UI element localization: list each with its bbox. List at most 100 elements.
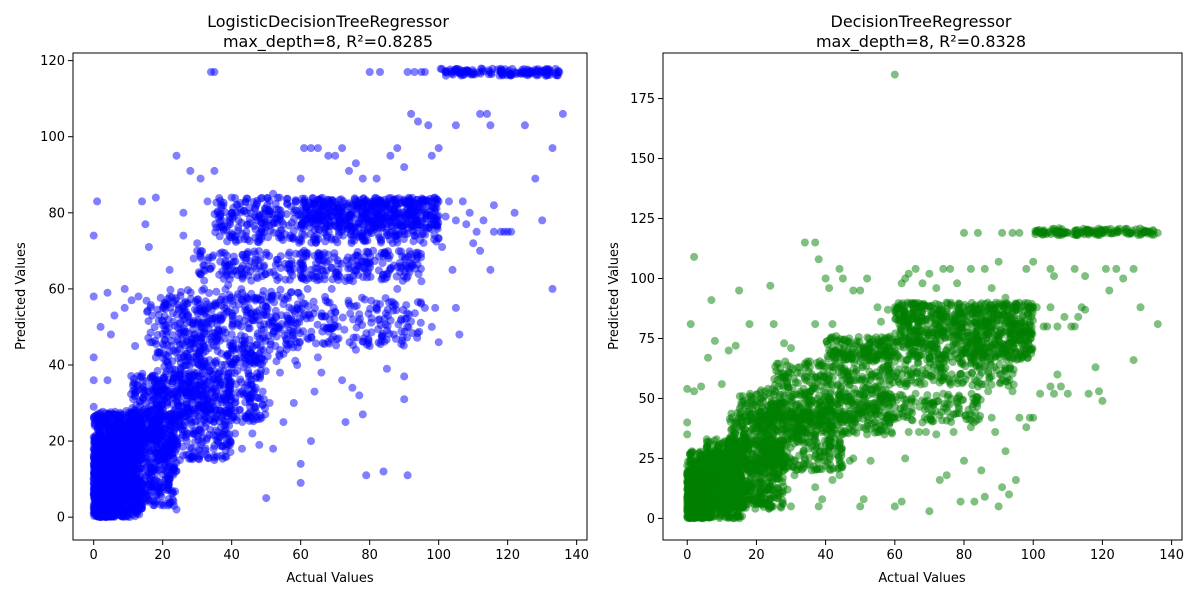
data-point (229, 252, 238, 261)
data-point (382, 364, 391, 373)
data-point (175, 328, 184, 337)
data-point (420, 303, 429, 312)
data-point (169, 453, 178, 462)
data-point (267, 287, 276, 296)
data-point (259, 311, 268, 320)
data-point (216, 212, 225, 221)
data-point (364, 335, 373, 343)
data-point (527, 68, 536, 76)
data-point (414, 117, 422, 126)
data-point (131, 420, 140, 429)
data-point (365, 342, 374, 350)
data-point (276, 285, 285, 294)
data-point (231, 398, 240, 407)
data-point (366, 304, 375, 313)
data-point (296, 174, 305, 183)
data-point (242, 250, 251, 259)
data-point (145, 388, 154, 397)
data-point (448, 68, 457, 76)
data-point (403, 68, 412, 76)
data-point (153, 366, 162, 375)
data-point (427, 151, 436, 160)
data-point (209, 375, 218, 384)
chart-title: LogisticDecisionTreeRegressor (207, 12, 449, 31)
data-point (344, 253, 352, 262)
data-point (393, 284, 402, 293)
data-point (314, 219, 323, 228)
data-point (110, 311, 119, 320)
data-point (358, 293, 366, 302)
data-point (169, 387, 178, 396)
data-point (377, 214, 385, 222)
data-point (236, 208, 245, 217)
data-point (381, 294, 390, 303)
data-point (262, 208, 271, 217)
data-point (396, 214, 405, 223)
data-point (210, 166, 219, 175)
data-point (134, 443, 142, 452)
data-point (399, 341, 408, 350)
data-point (240, 332, 249, 341)
data-point (89, 376, 98, 385)
data-point (291, 319, 300, 328)
data-point (195, 320, 204, 328)
data-point (358, 410, 367, 419)
data-point (228, 311, 237, 320)
data-point (431, 303, 440, 312)
data-point (241, 197, 250, 206)
data-point (358, 321, 367, 329)
data-point (406, 203, 415, 212)
data-point (153, 453, 162, 462)
data-point (268, 316, 277, 325)
data-point (257, 228, 265, 236)
data-point (255, 374, 264, 383)
data-point (269, 189, 278, 198)
data-point (250, 247, 259, 256)
data-point (531, 174, 540, 183)
data-point (195, 425, 204, 434)
data-point (246, 219, 255, 228)
data-point (104, 426, 113, 434)
data-point (109, 470, 118, 479)
data-point (299, 327, 308, 336)
data-point (403, 272, 412, 281)
data-point (160, 453, 169, 462)
data-point (240, 269, 249, 278)
data-point (91, 434, 100, 443)
data-point (317, 312, 326, 321)
data-point (417, 253, 425, 262)
data-point (510, 208, 519, 217)
data-point (169, 488, 178, 497)
data-point (407, 109, 416, 118)
data-point (263, 193, 272, 202)
data-point (226, 233, 235, 242)
data-point (144, 334, 153, 342)
data-point (226, 386, 235, 394)
data-point (218, 442, 227, 451)
data-point (386, 151, 395, 160)
data-point (340, 325, 349, 334)
data-point (195, 378, 204, 387)
data-point (421, 230, 430, 239)
data-point (89, 231, 98, 240)
data-point (392, 195, 401, 203)
data-point (213, 330, 222, 339)
data-point (355, 218, 364, 227)
data-point (226, 220, 235, 229)
data-point (321, 237, 330, 246)
data-point (327, 264, 336, 272)
data-point (114, 422, 123, 431)
data-point (307, 333, 316, 342)
data-point (158, 499, 166, 508)
data-point (538, 216, 547, 225)
data-point (125, 424, 134, 433)
data-point (144, 243, 153, 251)
data-point (111, 410, 120, 419)
data-point (255, 394, 264, 403)
data-point (207, 404, 216, 413)
data-point (258, 291, 267, 300)
data-point (418, 223, 427, 232)
data-point (232, 354, 240, 363)
data-point (188, 427, 197, 436)
